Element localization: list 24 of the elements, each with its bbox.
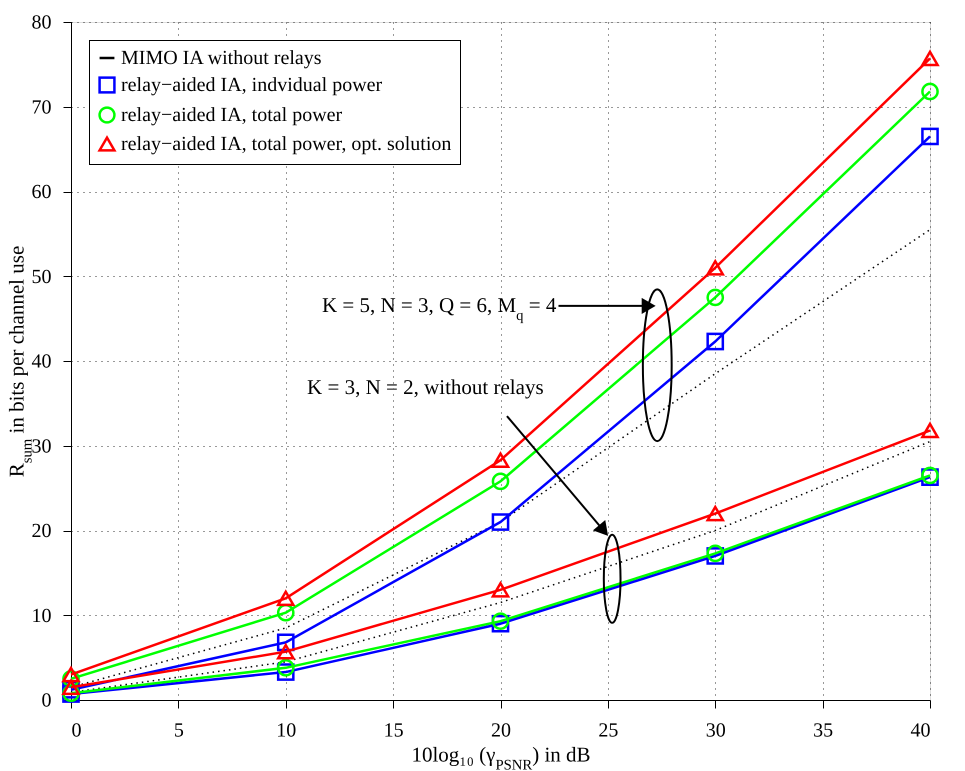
x-tick-label: 20: [491, 720, 511, 742]
legend-label: relay−aided IA, total power, opt. solution: [121, 133, 452, 155]
y-tick-label: 50: [32, 266, 52, 288]
y-tick-label: 0: [42, 690, 52, 712]
annotation: K = 5, N = 3, Q = 6, M$_{q}$ = 4: [322, 292, 557, 324]
x-tick-label: 0: [72, 720, 82, 742]
x-tick-label: 30: [706, 720, 726, 742]
y-tick-label: 10: [32, 604, 52, 627]
x-axis-title: 10log₁₀ (γ$_{PSNR}$) in dB: [411, 742, 591, 771]
x-tick-label: 15: [384, 720, 404, 742]
x-tick-label: 40: [910, 720, 930, 742]
annotation: K = 3, N = 2, without relays: [307, 375, 544, 400]
y-tick-label: 70: [32, 96, 52, 118]
x-tick-label: 25: [598, 720, 618, 742]
legend-label: relay−aided IA, total power: [121, 104, 343, 126]
legend-label: MIMO IA without relays: [121, 47, 322, 69]
y-tick-label: 60: [32, 181, 52, 203]
y-tick-label: 80: [32, 12, 52, 34]
y-tick-label: 40: [32, 350, 52, 372]
y-tick-label: 20: [32, 520, 52, 542]
x-tick-label: 10: [276, 720, 296, 742]
x-tick-label: 5: [174, 720, 184, 742]
x-tick-label: 35: [813, 720, 834, 742]
legend-label: relay−aided IA, indvidual power: [121, 74, 383, 96]
